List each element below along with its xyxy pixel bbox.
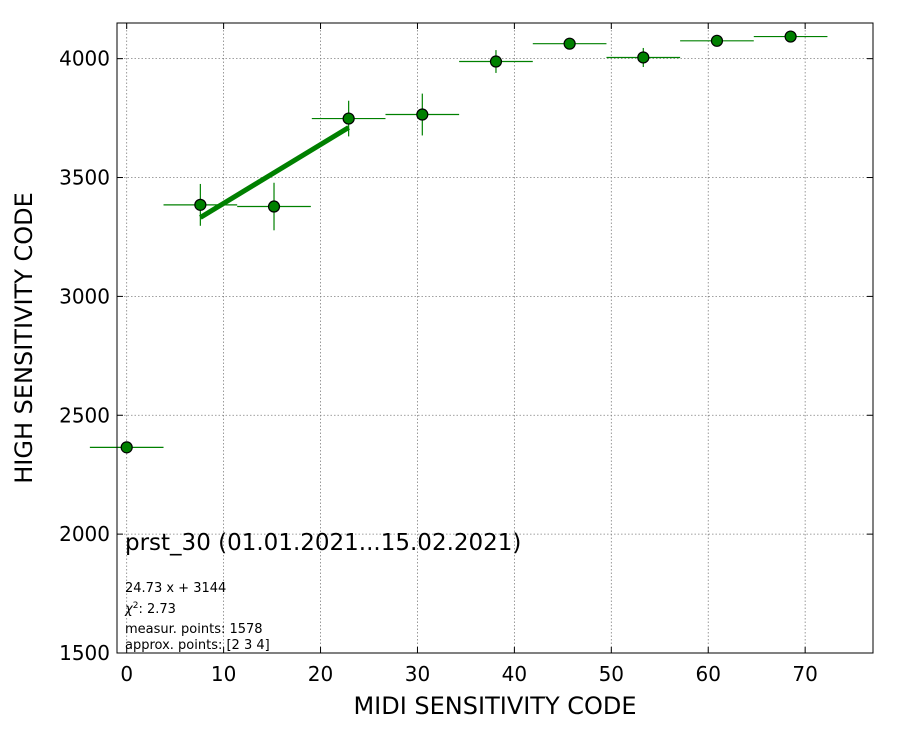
x-axis-label: MIDI SENSITIVITY CODE [353, 692, 636, 720]
x-tick-label: 60 [696, 662, 721, 686]
y-tick-label: 4000 [59, 47, 110, 71]
chi-symbol: χ [124, 602, 134, 617]
y-tick-label: 2000 [59, 522, 110, 546]
x-tick-label: 20 [308, 662, 333, 686]
x-tick-label: 40 [502, 662, 527, 686]
data-point [784, 30, 797, 43]
axis-ticks: 0 10 20 30 40 50 60 70 1500 2000 2500 3000 3500 4000 [59, 23, 873, 686]
y-tick-label: 3000 [59, 284, 110, 308]
fit-line [199, 125, 350, 220]
approximation-points: approx. points: [2 3 4] [125, 638, 270, 653]
x-tick-label: 30 [405, 662, 430, 686]
data-point [194, 198, 207, 211]
chi-squared: χ2: 2.73 [124, 601, 176, 617]
y-tick-label: 3500 [59, 166, 110, 190]
data-point [710, 34, 724, 47]
x-tick-label: 0 [120, 662, 133, 686]
data-point [489, 55, 503, 68]
chart-title: prst_30 (01.01.2021...15.02.2021) [125, 530, 521, 556]
fit-equation: 24.73 x + 3144 [125, 581, 226, 596]
data-point [637, 51, 650, 64]
y-tick-label: 1500 [59, 641, 110, 665]
data-point [342, 112, 355, 125]
measurement-points: measur. points: 1578 [125, 622, 263, 637]
data-points [120, 30, 797, 454]
plot-frame [116, 22, 874, 654]
y-axis-label: HIGH SENSITIVITY CODE [10, 192, 38, 484]
x-tick-label: 70 [792, 662, 817, 686]
grid [117, 23, 873, 653]
data-point [267, 200, 281, 213]
error-bars [89, 35, 828, 448]
y-tick-label: 2500 [59, 403, 110, 427]
data-point [120, 441, 133, 454]
fit-line-group [199, 125, 350, 220]
x-tick-label: 50 [599, 662, 624, 686]
chi-value: : 2.73 [138, 602, 175, 617]
x-tick-label: 10 [211, 662, 236, 686]
data-point [563, 37, 576, 50]
chi-superscript: 2 [133, 601, 139, 611]
data-point [416, 108, 429, 121]
